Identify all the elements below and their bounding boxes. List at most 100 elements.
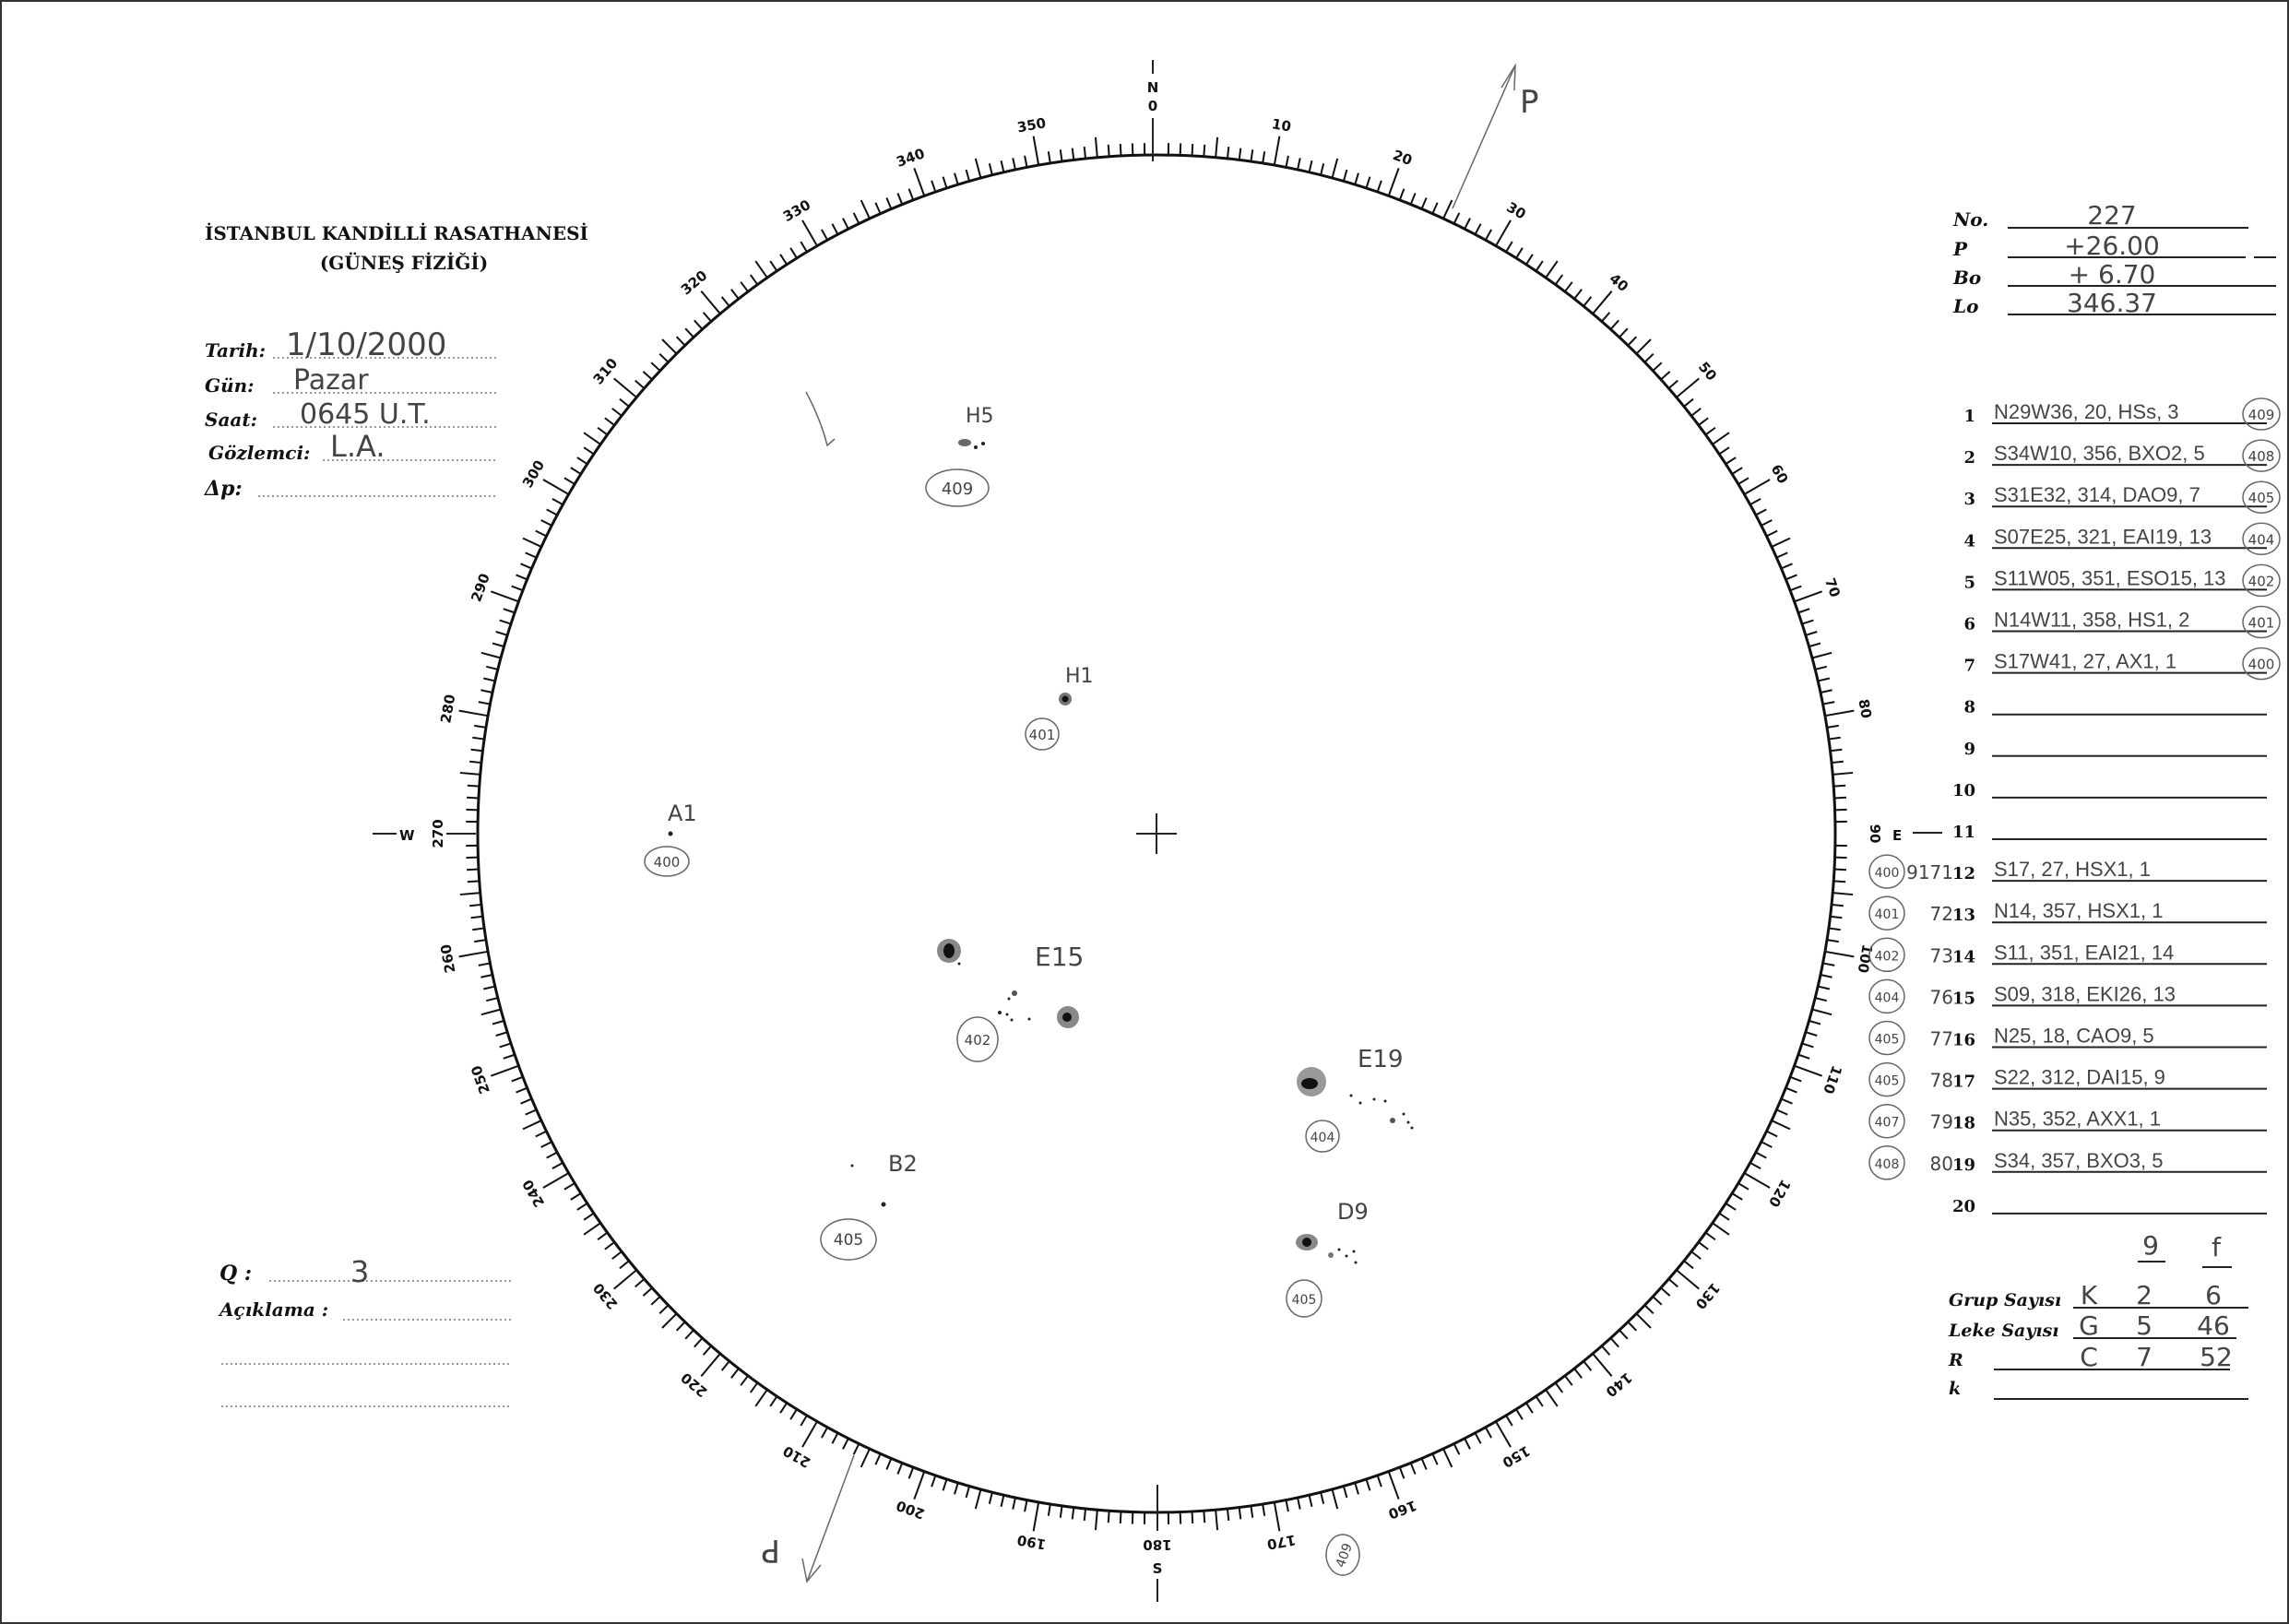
row-side-number: 73 (1930, 944, 1953, 966)
scale-tick (661, 338, 678, 355)
scale-tick (540, 519, 552, 527)
scale-label: 230 (590, 1280, 622, 1313)
row-side-code-circle (1868, 1020, 1905, 1056)
scale-tick (570, 467, 582, 475)
scale-tick (459, 771, 480, 776)
r-prefix: C (2080, 1342, 2098, 1372)
sunspot (974, 445, 978, 449)
row-side-code: 408 (1875, 1157, 1900, 1172)
bottom-code: 409 (1334, 1541, 1356, 1570)
group-label: E19 (1358, 1046, 1404, 1073)
scale-tick (1297, 158, 1301, 171)
scale-tick (1667, 379, 1678, 389)
scale-tick (965, 169, 971, 182)
scale-tick (1420, 1458, 1428, 1470)
group-code-circle (1025, 717, 1060, 751)
scale-tick (546, 1151, 558, 1159)
scale-tick (675, 336, 686, 347)
row-number: 1 (1963, 407, 1975, 426)
scale-label: 190 (1016, 1532, 1048, 1553)
row-side-code: 400 (1875, 866, 1900, 881)
scale-tick (842, 218, 849, 230)
list-row: 5 S11W05, 351, ESO15, 13 402 (1963, 563, 2281, 598)
list-row: 14 S11, 351, EAI21, 14 402 73 (1868, 937, 2267, 973)
row-side-code-circle (1868, 1061, 1905, 1097)
row-side-number: 77 (1930, 1028, 1953, 1050)
scale-tick (801, 1420, 818, 1448)
scale-tick (694, 1337, 704, 1348)
scale-tick (490, 590, 519, 603)
scale-tick (1365, 176, 1371, 189)
scale-tick (1191, 143, 1194, 157)
gun-label: Gün: (205, 374, 255, 397)
scale-tick (540, 1141, 552, 1148)
scale-tick (458, 709, 489, 717)
scale-label: 140 (1603, 1369, 1636, 1401)
scale-tick (1809, 1019, 1821, 1025)
list-row: 13 N14, 357, HSX1, 1 401 72 (1868, 895, 2267, 931)
scale-tick (1409, 1463, 1417, 1475)
scale-tick (907, 1466, 915, 1479)
scale-label: 160 (1386, 1497, 1419, 1523)
scale-tick (1824, 950, 1855, 958)
scale-tick (675, 1321, 686, 1332)
scale-tick (1474, 223, 1482, 235)
row-code-circle (2242, 522, 2281, 556)
saat-label: Saat: (205, 409, 257, 431)
scale-label: 30 (1503, 198, 1528, 222)
scale-tick (1826, 939, 1839, 943)
sunspot (1349, 1094, 1353, 1097)
scale-tick (1698, 1241, 1709, 1251)
scale-tick (611, 1251, 623, 1260)
scale-tick (480, 1008, 502, 1016)
scale-tick (1676, 1269, 1700, 1290)
row-side-code-circle (1868, 854, 1905, 889)
scale-tick (1464, 1438, 1471, 1450)
scale-label: 290 (468, 571, 493, 604)
scale-tick (1250, 1505, 1254, 1518)
scale-tick (1601, 312, 1611, 323)
scale-tick (546, 508, 558, 516)
scale-tick (740, 281, 749, 292)
scale-tick (1012, 158, 1016, 171)
scale-tick (480, 689, 493, 693)
scale-tick (1832, 771, 1854, 776)
scale-tick (1833, 868, 1847, 871)
group-list: 1 N29W36, 20, HSs, 3 409 2 S34W10, 356, BXO2… (1868, 397, 2281, 1216)
scale-tick (1743, 479, 1771, 495)
scale-tick (478, 701, 491, 705)
scale-tick (1431, 1452, 1439, 1465)
sunspot (668, 831, 673, 836)
scale-tick (1822, 962, 1835, 966)
gun-value: Pazar (293, 364, 369, 397)
scale-tick (931, 180, 937, 193)
sunspot-umbra (943, 943, 955, 958)
scale-tick (1643, 1304, 1654, 1315)
scale-tick (1820, 974, 1832, 978)
p-axis-bottom (806, 1454, 855, 1583)
row-side-code: 405 (1875, 1033, 1900, 1048)
row-side-number: 72 (1930, 903, 1953, 925)
scale-tick (486, 665, 499, 670)
bo-label: Bo (1952, 267, 1981, 289)
scale-tick (583, 1212, 595, 1221)
scale-tick (1032, 1501, 1040, 1532)
group-label: E15 (1035, 942, 1084, 972)
grup-g: 2 (2136, 1280, 2153, 1310)
scale-tick (942, 1478, 948, 1491)
aciklama-label: Açıklama : (218, 1298, 328, 1321)
scale-tick (1320, 163, 1325, 176)
list-row: 11 (1952, 823, 2267, 842)
scale-tick (1652, 362, 1663, 372)
scale-tick (1505, 241, 1513, 253)
west-label: W (399, 827, 415, 844)
scale-tick (800, 1415, 808, 1427)
scale-tick (1805, 631, 1818, 636)
list-row: 12 S17, 27, HSX1, 1 400 9171 (1868, 854, 2267, 889)
tarih-value: 1/10/2000 (286, 326, 446, 363)
scale-tick (551, 498, 563, 506)
leke-f: 46 (2197, 1310, 2230, 1341)
scale-tick (852, 212, 860, 224)
scale-tick (896, 1463, 904, 1475)
